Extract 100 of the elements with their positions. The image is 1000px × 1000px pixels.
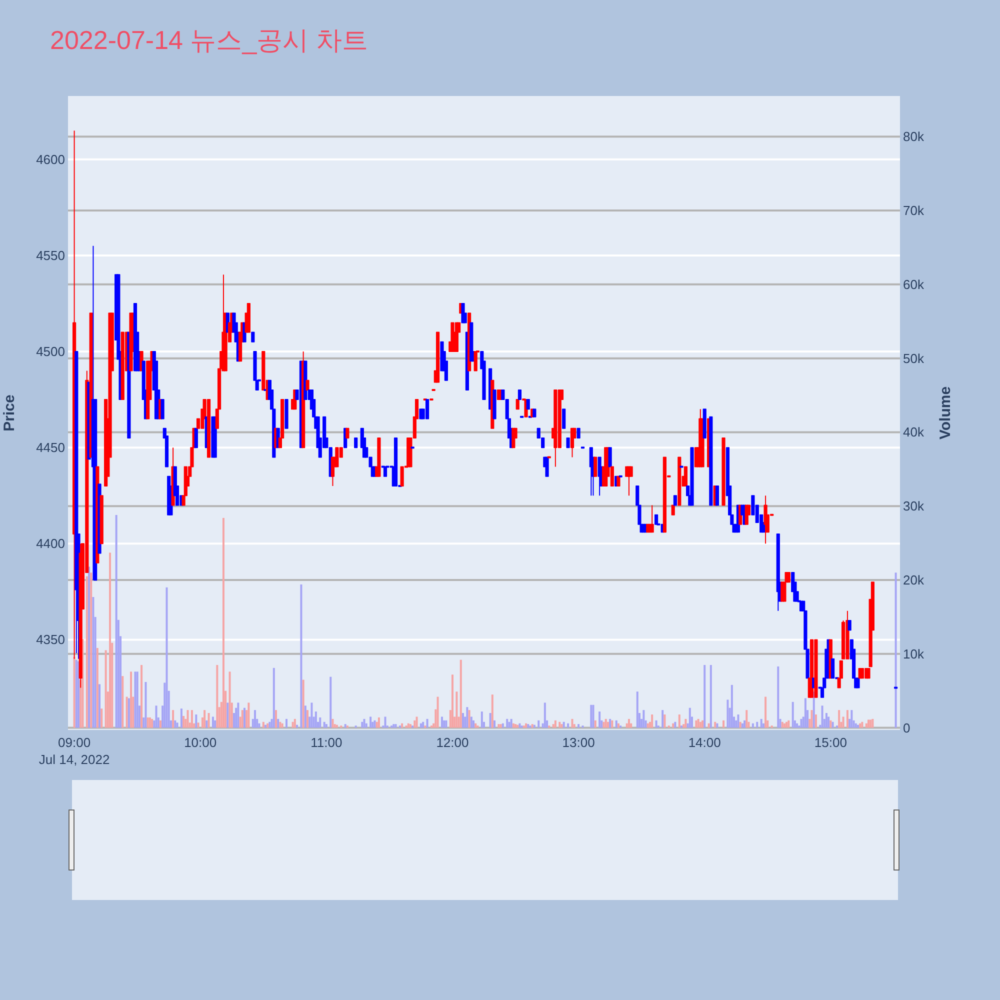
- bar: [854, 723, 857, 728]
- bar: [642, 710, 645, 728]
- bar: [136, 672, 138, 728]
- bar: [426, 718, 428, 728]
- candlestick: [616, 476, 620, 487]
- candlestick: [492, 389, 496, 420]
- bar: [204, 710, 206, 728]
- bar: [604, 718, 607, 728]
- bar: [304, 706, 306, 728]
- bar: [746, 710, 748, 728]
- bar: [134, 672, 136, 728]
- candlestick: [722, 437, 726, 506]
- bar: [594, 720, 596, 728]
- bar: [176, 722, 178, 728]
- y-tick-label: 4600: [36, 152, 65, 167]
- bar: [146, 717, 149, 728]
- bar: [708, 723, 710, 728]
- candlestick: [160, 399, 164, 420]
- bar: [760, 718, 762, 728]
- bar: [378, 717, 380, 728]
- bar: [214, 720, 216, 728]
- bar: [788, 720, 790, 728]
- bar: [208, 713, 210, 728]
- bar: [664, 714, 666, 728]
- bar: [195, 714, 198, 728]
- bar: [104, 650, 107, 728]
- bar: [764, 696, 767, 728]
- x-tick-label: 09:00 Jul 14, 2022: [38, 735, 110, 767]
- bar: [606, 722, 609, 728]
- chart-title: 2022-07-14 뉴스_공시 차트: [50, 25, 368, 55]
- candlestick: [532, 408, 536, 418]
- candlestick: [814, 639, 818, 698]
- bar: [281, 723, 284, 728]
- bar: [462, 713, 464, 728]
- bar: [800, 718, 802, 728]
- bar: [474, 723, 477, 728]
- bar: [241, 710, 244, 728]
- bar: [88, 566, 90, 728]
- bar: [140, 664, 143, 728]
- bar: [197, 722, 200, 728]
- bar: [237, 702, 240, 728]
- bar: [384, 716, 386, 728]
- bar: [407, 723, 410, 728]
- bar: [212, 716, 214, 728]
- bar: [159, 720, 162, 728]
- bar: [489, 713, 492, 728]
- bar: [262, 722, 264, 728]
- bar: [314, 712, 317, 728]
- bar: [846, 710, 848, 728]
- candlestick: [545, 456, 549, 477]
- bar: [894, 572, 897, 728]
- bar: [662, 710, 664, 728]
- bar: [279, 722, 282, 728]
- bar: [861, 722, 864, 728]
- y2-axis-title: Volume: [937, 386, 954, 440]
- bar: [420, 723, 422, 728]
- bar: [617, 723, 620, 728]
- bar: [688, 708, 691, 728]
- candlestick: [306, 380, 310, 390]
- bar: [78, 661, 80, 728]
- y-tick-label: 4550: [36, 248, 65, 263]
- y2-tick-label: 80k: [903, 129, 924, 144]
- bar: [796, 723, 798, 728]
- bar: [292, 722, 294, 728]
- bar: [370, 716, 372, 728]
- candlestick: [690, 447, 694, 506]
- bar: [90, 572, 92, 728]
- y2-tick-label: 40k: [903, 424, 924, 440]
- bar: [494, 720, 496, 728]
- bar: [842, 716, 844, 728]
- bar: [592, 704, 594, 728]
- candlestick: [650, 504, 654, 533]
- candlestick: [856, 678, 860, 688]
- bar: [630, 723, 632, 728]
- y2-tick-label: 50k: [903, 350, 924, 366]
- bar: [323, 722, 326, 728]
- bar: [737, 714, 740, 728]
- x-tick-label: 15:00: [814, 735, 847, 750]
- bar: [838, 710, 840, 728]
- bar: [296, 724, 298, 728]
- bar: [148, 717, 151, 728]
- bar: [365, 723, 368, 728]
- x-tick-label: 10:00: [184, 735, 217, 750]
- bar: [325, 724, 328, 728]
- bar: [821, 706, 824, 728]
- bar: [222, 518, 224, 728]
- bar: [512, 723, 514, 728]
- bar: [636, 692, 638, 728]
- bar: [722, 720, 725, 728]
- bar: [856, 724, 859, 728]
- bar: [436, 696, 439, 728]
- bar: [777, 666, 780, 728]
- y2-tick-label: 0: [903, 720, 910, 736]
- bar: [468, 710, 470, 728]
- bar: [264, 724, 266, 728]
- bar: [514, 724, 517, 728]
- bar: [286, 718, 288, 728]
- bar: [506, 718, 508, 728]
- y-tick-label: 4500: [36, 344, 65, 360]
- bar: [704, 664, 706, 728]
